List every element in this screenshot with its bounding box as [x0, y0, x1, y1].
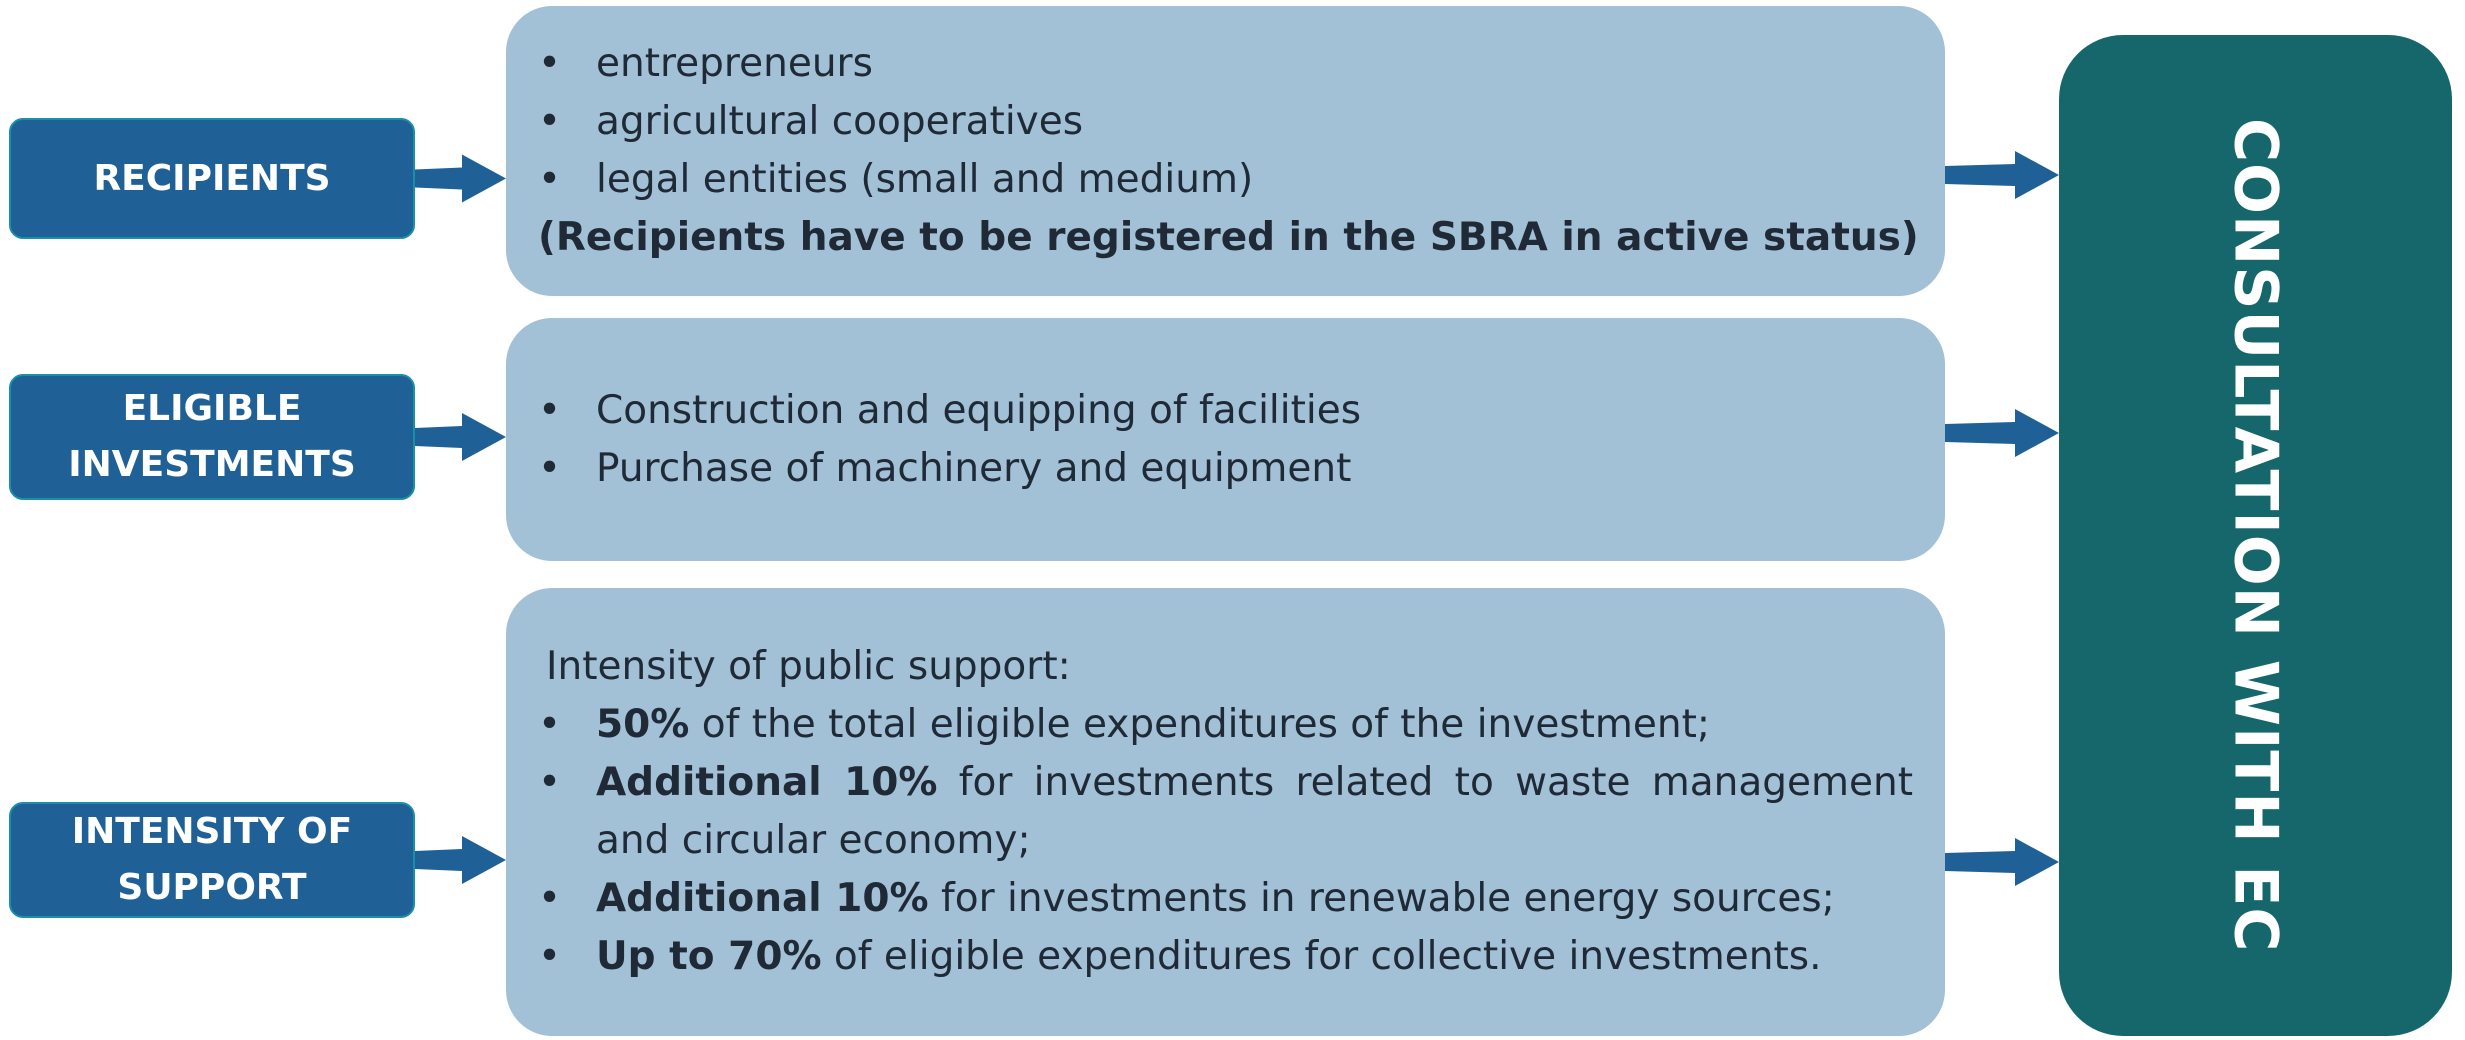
bold-text: 50% [596, 702, 690, 747]
arrow [415, 413, 506, 461]
bullet-item: Up to 70% of eligible expenditures for c… [538, 928, 1913, 986]
text: of eligible expenditures for collective … [821, 934, 1822, 979]
arrow [415, 836, 506, 884]
bullet-item: entrepreneurs [538, 35, 1945, 93]
note: (Recipients have to be registered in the… [538, 215, 1919, 260]
bullet-list: 50% of the total eligible expenditures o… [506, 696, 1913, 986]
bullet-item: Additional 10% for investments related t… [538, 754, 1913, 870]
bullet-list: entrepreneursagricultural cooperativesle… [506, 35, 1945, 209]
row-content: Intensity of public support: 50% of the t… [506, 588, 1945, 1036]
intro: Intensity of public support: [546, 644, 1071, 689]
bullet-item: legal entities (small and medium) [538, 151, 1945, 209]
side-box: CONSULTATION WITH EC [2059, 35, 2452, 1036]
bold-text: Additional 10% [596, 876, 929, 921]
row-content: Construction and equipping of facilities… [506, 318, 1945, 561]
bullet-item: agricultural cooperatives [538, 93, 1945, 151]
arrow [1945, 151, 2059, 199]
bold-text: Additional 10% [596, 760, 938, 805]
side-label: CONSULTATION WITH EC [2220, 118, 2291, 953]
bullet-list: Construction and equipping of facilities… [506, 382, 1945, 498]
row-content: entrepreneursagricultural cooperativesle… [506, 6, 1945, 296]
bullet-item: Construction and equipping of facilities [538, 382, 1945, 440]
arrow [1945, 838, 2059, 886]
text: for investments in renewable energy sour… [928, 876, 1835, 921]
bold-text: Up to 70% [596, 934, 822, 979]
row-label: ELIGIBLE INVESTMENTS [9, 374, 415, 500]
text: of the total eligible expenditures of th… [689, 702, 1711, 747]
arrow [415, 154, 506, 203]
row-label: INTENSITY OF SUPPORT [9, 802, 415, 918]
bullet-item: 50% of the total eligible expenditures o… [538, 696, 1913, 754]
arrow [1945, 409, 2059, 457]
text: for investments related to waste managem… [596, 760, 1913, 863]
bullet-item: Additional 10% for investments in renewa… [538, 870, 1913, 928]
bullet-item: Purchase of machinery and equipment [538, 440, 1945, 498]
row-label: RECIPIENTS [9, 118, 415, 239]
